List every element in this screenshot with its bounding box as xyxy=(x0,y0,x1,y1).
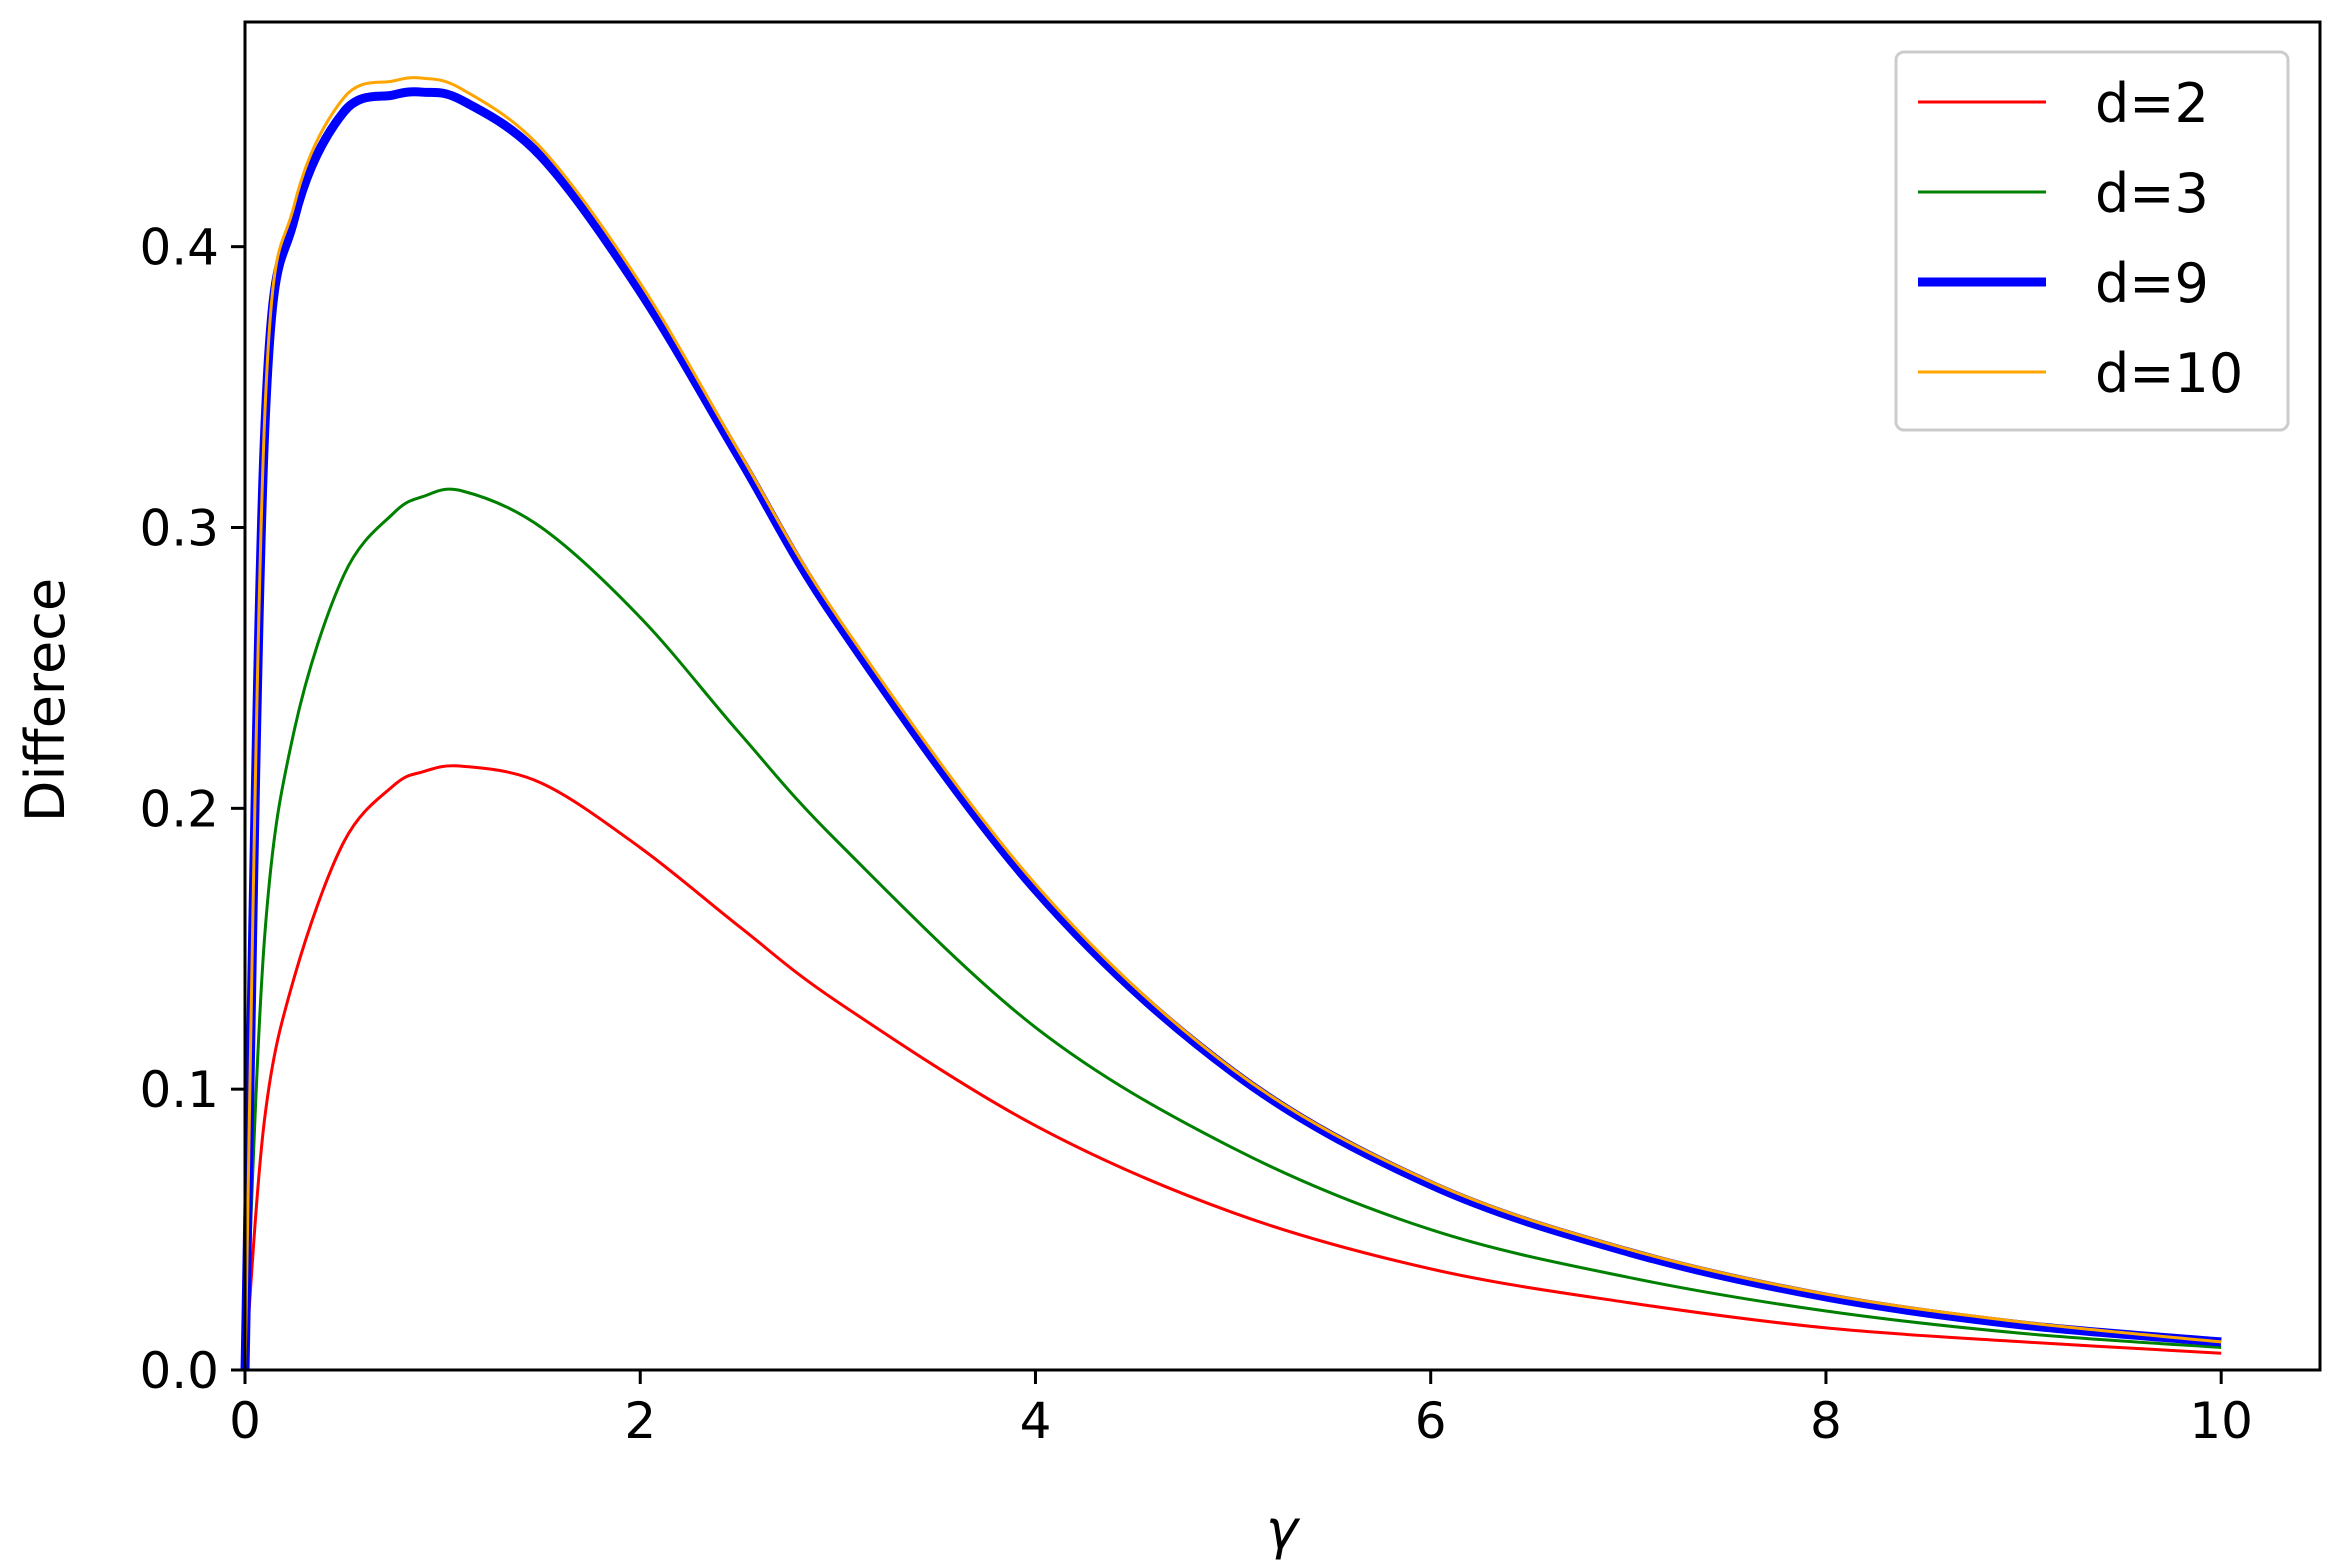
plot-area-frame xyxy=(243,20,2322,1372)
x-tick-label: 6 xyxy=(1415,1392,1447,1450)
legend-label: d=9 xyxy=(2095,252,2209,315)
series-line-d10 xyxy=(243,76,2222,1371)
x-tick-label: 2 xyxy=(624,1392,656,1450)
x-tick-label: 10 xyxy=(2189,1392,2253,1450)
x-tick-label: 0 xyxy=(229,1392,261,1450)
y-tick-label: 0.4 xyxy=(139,219,219,277)
x-axis-label: γ xyxy=(1266,1498,1301,1561)
series-line-d3 xyxy=(243,487,2222,1371)
y-tick-label: 0.2 xyxy=(139,780,219,838)
legend-label: d=2 xyxy=(2095,72,2209,135)
y-tick-label: 0.1 xyxy=(139,1061,219,1119)
series-line-d2 xyxy=(243,764,2222,1371)
y-tick-label: 0.3 xyxy=(139,500,219,558)
x-tick-label: 8 xyxy=(1810,1392,1842,1450)
series-line-d9 xyxy=(240,87,2222,1371)
legend-items: d=2 d=3 d=9 d=10 xyxy=(1918,72,2243,405)
x-axis-ticks: 0 2 4 6 8 10 xyxy=(229,1370,2253,1450)
series-layer xyxy=(240,76,2222,1371)
y-axis-ticks: 0.0 0.1 0.2 0.3 0.4 xyxy=(139,219,245,1400)
legend: d=2 d=3 d=9 d=10 xyxy=(1894,50,2290,432)
x-tick-label: 4 xyxy=(1020,1392,1052,1450)
legend-label: d=10 xyxy=(2095,342,2243,405)
legend-label: d=3 xyxy=(2095,162,2209,225)
y-axis-label: Differece xyxy=(14,578,77,822)
y-tick-label: 0.0 xyxy=(139,1342,219,1400)
legend-frame xyxy=(1894,50,2290,432)
